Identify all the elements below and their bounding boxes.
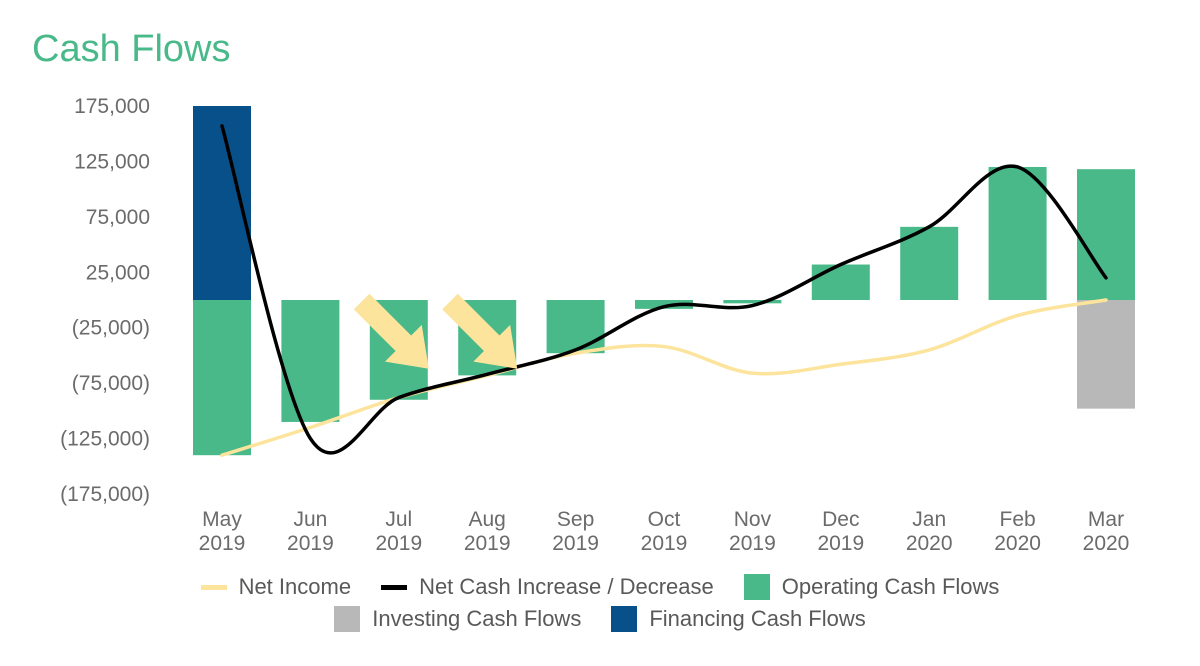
net-cash-swatch xyxy=(381,584,408,590)
legend-item-investing[interactable]: Investing Cash Flows xyxy=(334,606,581,632)
y-axis: 175,000 125,000 75,000 25,000 (25,000) (75,00… xyxy=(60,95,150,506)
y-tick-label: (75,000) xyxy=(72,372,150,395)
legend-item-net-cash[interactable]: Net Cash Increase / Decrease xyxy=(381,574,714,600)
legend-item-financing[interactable]: Financing Cash Flows xyxy=(611,606,866,632)
y-tick-label: 175,000 xyxy=(74,95,150,118)
bar-operating-cash-flowsjun-2019 xyxy=(281,300,340,422)
bar-investing-cash-flowsmar-2020 xyxy=(1077,300,1135,409)
x-tick-label: Jan 2020 xyxy=(906,508,953,555)
x-tick-label: Dec 2019 xyxy=(817,508,864,555)
bar-operating-cash-flowsnov-2019 xyxy=(723,300,782,304)
x-tick-label: Feb 2020 xyxy=(994,508,1041,555)
lines-layer xyxy=(220,124,1108,457)
x-tick-label: Mar 2020 xyxy=(1083,508,1130,555)
legend-label: Financing Cash Flows xyxy=(649,606,866,631)
x-tick-label: Oct 2019 xyxy=(641,508,688,555)
chart-title: Cash Flows xyxy=(32,28,231,70)
bars-layer xyxy=(193,106,1135,456)
y-tick-label: (125,000) xyxy=(60,428,150,451)
financing-swatch xyxy=(611,606,638,632)
net-income-line xyxy=(220,298,1108,457)
net-income-swatch xyxy=(200,584,227,590)
bar-operating-cash-flowsmay-2019 xyxy=(193,300,251,456)
x-tick-label: May 2019 xyxy=(199,508,246,555)
x-tick-label: Aug 2019 xyxy=(464,508,511,555)
annotation-arrow-1 xyxy=(353,293,429,369)
cash-flows-chart: 175,000 125,000 75,000 25,000 (25,000) (75,00… xyxy=(60,95,1135,555)
y-tick-label: (25,000) xyxy=(72,317,150,340)
x-tick-label: Nov 2019 xyxy=(729,508,776,555)
y-tick-label: 125,000 xyxy=(74,150,150,173)
investing-swatch xyxy=(334,606,361,632)
y-tick-label: 75,000 xyxy=(86,206,150,229)
legend-label: Net Cash Increase / Decrease xyxy=(419,574,714,599)
legend-item-operating[interactable]: Operating Cash Flows xyxy=(743,574,1000,600)
operating-swatch xyxy=(743,574,770,600)
legend-label: Investing Cash Flows xyxy=(372,606,582,631)
arrow-shape xyxy=(353,293,429,369)
x-axis: May 2019 Jun 2019 Jul 2019 Aug 2019 Sep 2019 Oct 20… xyxy=(199,508,1130,555)
bar-operating-cash-flowssep-2019 xyxy=(546,300,605,354)
net-cash-line xyxy=(220,124,1108,455)
bar-operating-cash-flowsmar-2020 xyxy=(1077,169,1135,300)
legend-label: Operating Cash Flows xyxy=(781,574,1000,599)
arrow-shape xyxy=(442,293,518,369)
annotation-arrow-2 xyxy=(442,293,518,369)
y-tick-label: (175,000) xyxy=(60,483,150,506)
legend-row-2: Investing Cash Flows Financing Cash Flow… xyxy=(0,606,1200,632)
legend-row-1: Net Income Net Cash Increase / Decrease … xyxy=(0,574,1200,600)
x-tick-label: Sep 2019 xyxy=(552,508,599,555)
x-tick-label: Jul 2019 xyxy=(375,508,422,555)
bar-operating-cash-flowsjan-2020 xyxy=(900,226,959,300)
legend-label: Net Income xyxy=(238,574,352,599)
y-tick-label: 25,000 xyxy=(86,261,150,284)
bar-operating-cash-flowsfeb-2020 xyxy=(988,166,1047,300)
legend-item-net-income[interactable]: Net Income xyxy=(200,574,352,600)
bar-operating-cash-flowsoct-2019 xyxy=(635,300,693,309)
bar-operating-cash-flowsdec-2019 xyxy=(811,264,870,300)
annotation-arrows-layer xyxy=(353,293,518,369)
x-tick-label: Jun 2019 xyxy=(287,508,334,555)
